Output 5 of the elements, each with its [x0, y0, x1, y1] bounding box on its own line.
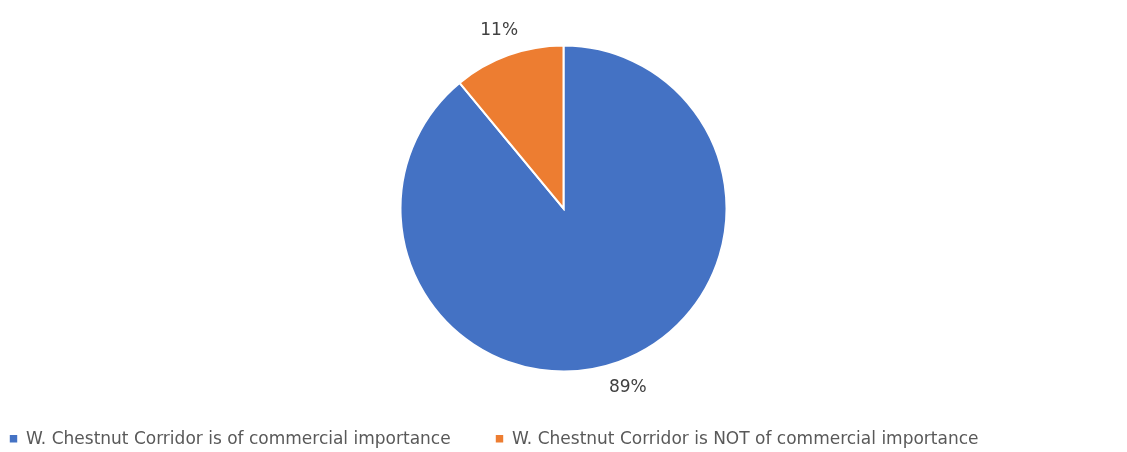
pie-slice	[399, 44, 728, 373]
data-label: 11%	[480, 18, 519, 39]
legend-label: W. Chestnut Corridor is NOT of commercial importance	[512, 427, 979, 448]
legend-label: W. Chestnut Corridor is of commercial importance	[26, 427, 451, 448]
data-label: 89%	[608, 376, 647, 397]
